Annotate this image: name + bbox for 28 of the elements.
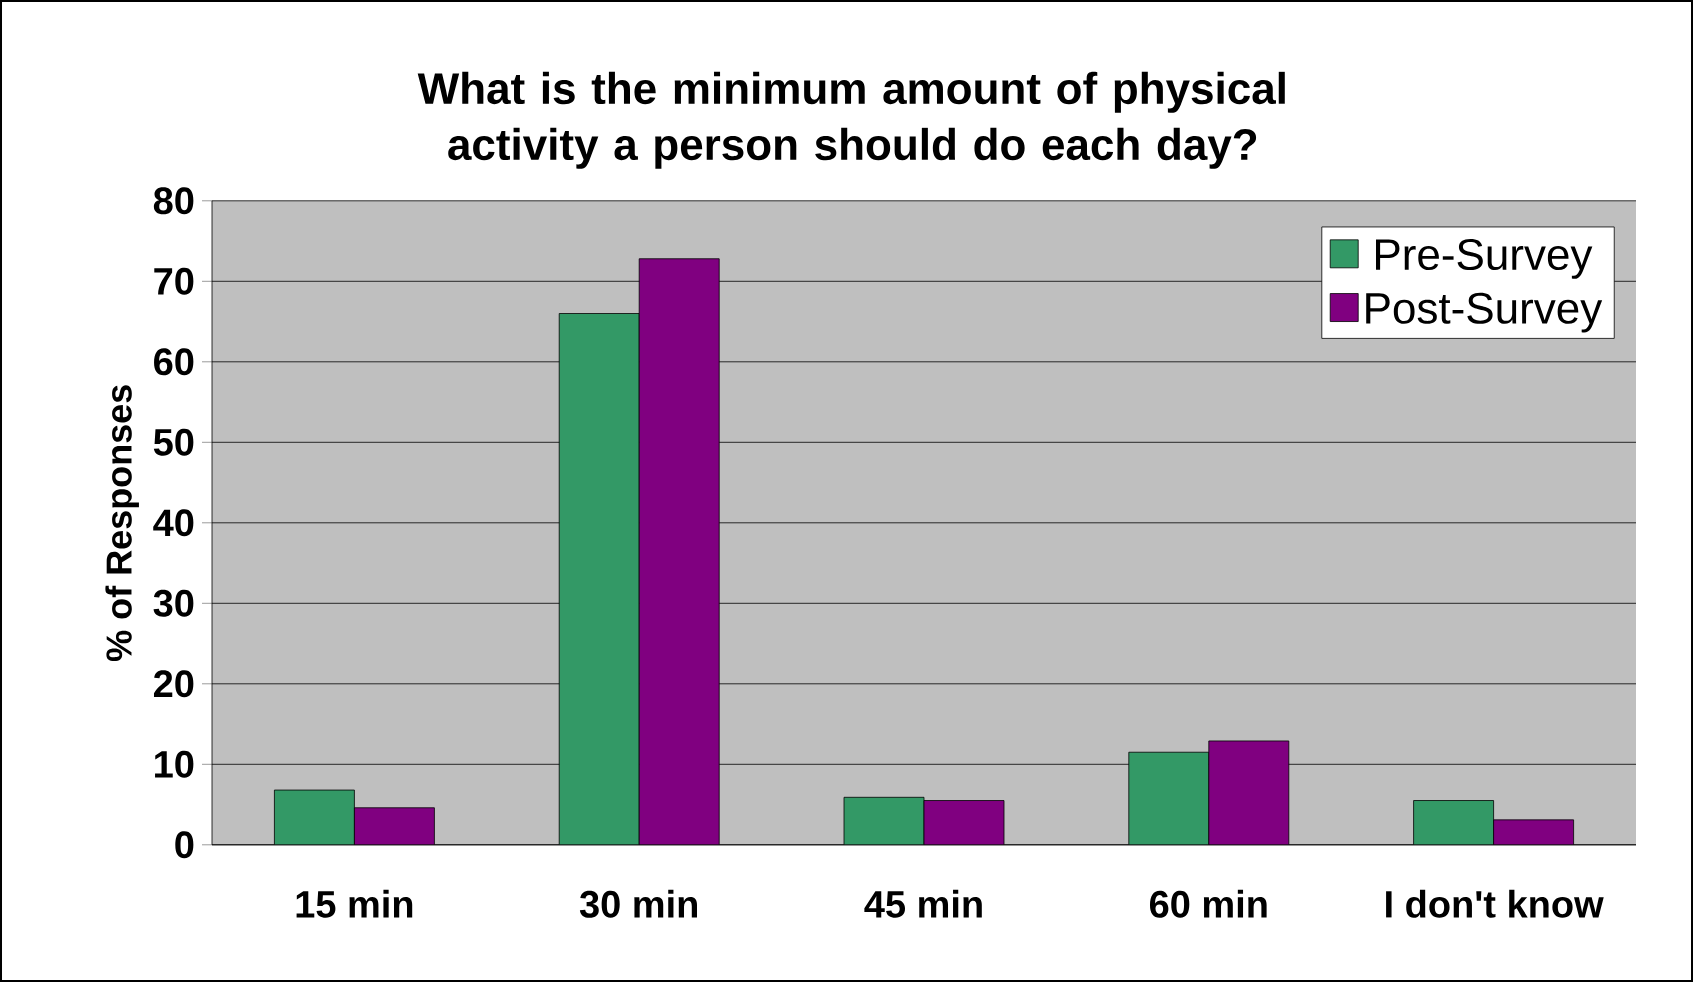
y-tick-label: 80 [153,187,194,215]
y-tick-label: 0 [175,831,194,859]
y-tick-label: 60 [154,348,194,376]
chart-title: What is the minimum amount of physical activity a person should do each day? [417,71,1285,169]
bar [558,313,640,845]
x-tick-label: 30 min [579,889,697,918]
y-tick-label: 30 [153,589,194,617]
y-tick-label: 20 [153,670,194,698]
x-tick-label: I don't know [1386,889,1604,918]
legend-label: Pre-Survey [1376,238,1593,279]
legend-label: Post-Survey [1366,292,1603,333]
bar [274,789,355,845]
y-tick-label: 10 [155,750,194,778]
bar [1493,819,1574,845]
bar [843,796,925,845]
bar [354,807,435,845]
bar [1128,751,1210,845]
x-tick-label: 15 min [296,889,413,918]
y-axis-title: % of Responses [105,385,139,661]
y-tick-label: 40 [153,509,194,537]
y-tick-label: 70 [154,267,194,295]
y-tick-label: 50 [153,428,194,456]
x-tick-label: 60 min [1149,889,1267,918]
bar [1208,740,1290,845]
bar [1413,800,1494,845]
bar [638,258,720,845]
bar [923,800,1005,845]
x-tick-label: 45 min [864,889,982,918]
